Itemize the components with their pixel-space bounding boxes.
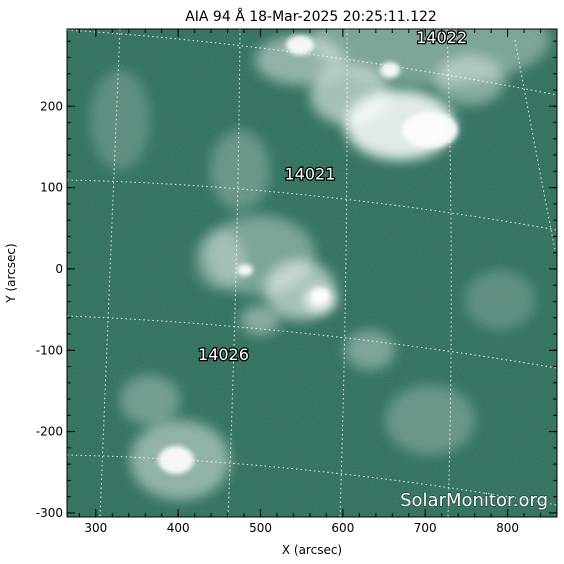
emission-blob bbox=[435, 55, 505, 105]
bright-core bbox=[402, 112, 458, 148]
emission-blob bbox=[120, 375, 180, 425]
x-tick-label: 600 bbox=[331, 521, 354, 535]
heliographic-grid bbox=[67, 29, 557, 517]
emission-blob bbox=[465, 270, 535, 330]
emission-blob bbox=[210, 130, 270, 210]
emission-blob bbox=[195, 230, 245, 290]
grid-line bbox=[67, 29, 557, 96]
y-tick-label: -200 bbox=[36, 425, 63, 439]
bright-core bbox=[237, 264, 253, 276]
x-tick-label: 400 bbox=[167, 521, 190, 535]
x-axis-label: X (arcsec) bbox=[282, 543, 342, 557]
plot-frame bbox=[66, 28, 558, 518]
y-tick-label: 200 bbox=[40, 99, 63, 113]
y-axis-label: Y (arcsec) bbox=[4, 243, 18, 303]
y-tick-label: -300 bbox=[36, 506, 63, 520]
watermark: SolarMonitor.org bbox=[400, 490, 548, 511]
grid-line bbox=[67, 179, 557, 231]
coronal-emission bbox=[90, 29, 550, 500]
y-tick-label: 100 bbox=[40, 181, 63, 195]
x-tick-label: 500 bbox=[249, 521, 272, 535]
emission-blob bbox=[255, 35, 345, 85]
active-region-label: 14026 bbox=[198, 345, 249, 364]
grid-line bbox=[67, 454, 557, 506]
plot-title: AIA 94 Å 18-Mar-2025 20:25:11.122 bbox=[185, 8, 437, 25]
solar-image: 14022 14021 14026 SolarMonitor.org bbox=[67, 28, 557, 517]
active-region-label: 14021 bbox=[284, 164, 335, 183]
emission-blob bbox=[385, 385, 475, 455]
bright-core bbox=[286, 35, 314, 55]
emission-blob bbox=[240, 305, 280, 335]
y-axis-ticks: 200 100 0 -100 -200 -300 bbox=[36, 40, 557, 520]
bright-core bbox=[158, 446, 194, 474]
active-region-label: 14022 bbox=[416, 28, 467, 47]
emission-blob bbox=[345, 330, 395, 370]
x-tick-label: 300 bbox=[84, 521, 107, 535]
grid-line bbox=[67, 315, 557, 369]
bright-core bbox=[311, 288, 329, 302]
emission-blob bbox=[90, 70, 150, 170]
y-tick-label: -100 bbox=[36, 343, 63, 357]
x-tick-label: 700 bbox=[414, 521, 437, 535]
y-tick-label: 0 bbox=[55, 262, 63, 276]
x-tick-label: 800 bbox=[496, 521, 519, 535]
emission-blob bbox=[310, 65, 390, 125]
active-region-labels: 14022 14021 14026 bbox=[197, 28, 469, 365]
bright-core bbox=[380, 62, 400, 78]
x-axis-ticks: 300 400 500 600 700 800 bbox=[78, 29, 558, 535]
